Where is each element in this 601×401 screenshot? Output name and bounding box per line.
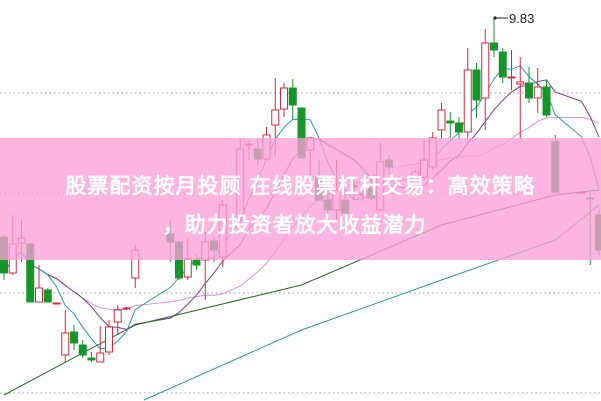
candle-body xyxy=(192,259,201,266)
candle-body xyxy=(525,82,533,99)
candle-body xyxy=(507,76,516,79)
candle-down xyxy=(446,112,455,140)
candle-down xyxy=(288,79,297,120)
candle-body xyxy=(70,331,78,344)
candle-up xyxy=(280,83,288,117)
candle-body xyxy=(61,332,70,356)
candle-up xyxy=(507,50,516,90)
candle-down xyxy=(498,48,507,83)
candle-up xyxy=(481,29,490,130)
candle-up xyxy=(35,265,43,303)
candle-body xyxy=(113,309,122,323)
candle-down xyxy=(542,80,551,117)
candle-up xyxy=(61,310,70,362)
candle-up xyxy=(516,57,525,140)
candle-down xyxy=(43,288,52,303)
candle-up xyxy=(437,103,446,140)
candle-down xyxy=(525,67,533,103)
candle-up xyxy=(52,302,61,305)
candle-body xyxy=(183,258,192,278)
candle-body xyxy=(542,86,551,116)
candle-body xyxy=(96,352,105,363)
candle-up xyxy=(533,68,542,113)
candle-body xyxy=(472,69,481,101)
candle-body xyxy=(516,81,525,85)
candle-body xyxy=(105,326,113,353)
candle-down xyxy=(70,325,78,350)
banner-line-1: 股票配资按月投顾 在线股票杠杆交易：高效策略 xyxy=(65,174,536,198)
candle-up xyxy=(122,307,131,310)
candle-up xyxy=(463,48,472,140)
candle-down xyxy=(455,117,463,140)
candle-body xyxy=(446,120,455,124)
candle-body xyxy=(35,287,43,303)
candle-body xyxy=(533,86,542,99)
candle-down xyxy=(490,18,498,57)
candle-body xyxy=(490,42,498,51)
candle-body xyxy=(463,69,472,133)
candle-body xyxy=(437,109,446,131)
candle-up xyxy=(113,305,122,335)
candle-body xyxy=(455,122,463,133)
candle-body xyxy=(122,307,131,310)
candle-body xyxy=(280,87,288,110)
candle-down xyxy=(87,352,96,362)
peak-label: 9.83 xyxy=(509,11,534,26)
candle-body xyxy=(87,357,96,361)
candle-body xyxy=(43,289,52,303)
candle-down xyxy=(78,340,87,358)
candle-body xyxy=(52,302,61,305)
candle-body xyxy=(481,42,490,99)
candle-up xyxy=(96,326,105,363)
peak-marker: 9.83 xyxy=(493,11,534,26)
candle-body xyxy=(78,344,87,356)
candle-body xyxy=(498,51,507,78)
banner-line-2: ，助力投资者放大收益潜力 xyxy=(162,213,427,237)
candle-body xyxy=(288,87,297,106)
candle-up xyxy=(105,320,113,355)
candle-body xyxy=(271,109,280,126)
peak-arrow-head xyxy=(493,16,497,20)
promo-banner: 股票配资按月投顾 在线股票杠杆交易：高效策略 ，助力投资者放大收益潜力 xyxy=(0,138,601,260)
candle-down xyxy=(472,63,481,118)
